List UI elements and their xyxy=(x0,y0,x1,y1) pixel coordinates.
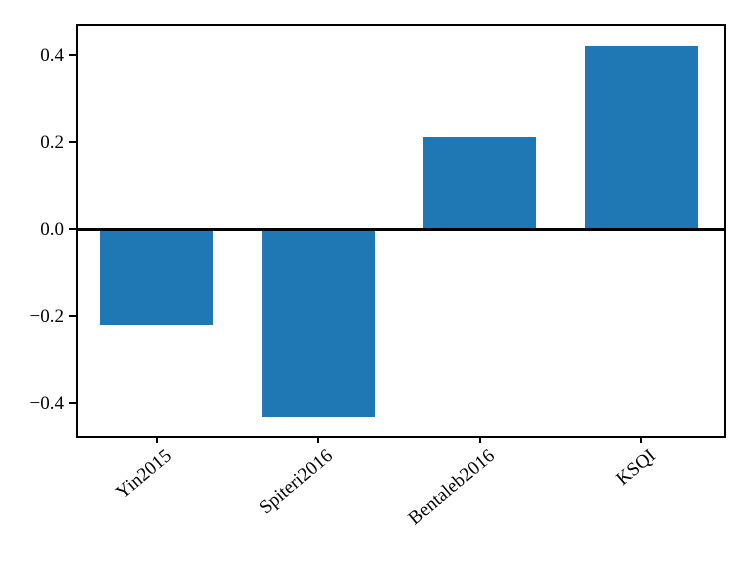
y-tick-mark xyxy=(69,53,76,56)
y-tick-label: 0.0 xyxy=(40,219,64,240)
bar-Bentaleb2016 xyxy=(423,137,537,229)
x-tick-mark xyxy=(640,436,643,443)
x-tick-mark xyxy=(478,436,481,443)
y-tick-label: 0.4 xyxy=(40,44,64,66)
y-tick-label: −0.2 xyxy=(29,306,64,328)
x-tick-label-Spiteri2016: Spiteri2016 xyxy=(255,445,338,519)
y-tick-mark xyxy=(69,140,76,143)
x-tick-label-Bentaleb2016: Bentaleb2016 xyxy=(404,445,499,530)
y-tick-label: 0.2 xyxy=(40,131,64,153)
x-tick-mark xyxy=(317,436,320,443)
zero-baseline xyxy=(76,227,724,231)
x-tick-label-Yin2015: Yin2015 xyxy=(111,445,176,504)
bar-KSQI xyxy=(584,45,698,229)
y-tick-label: −0.4 xyxy=(29,393,64,415)
y-tick-mark xyxy=(69,228,76,230)
bar-Yin2015 xyxy=(100,229,214,325)
x-tick-label-KSQI: KSQI xyxy=(612,445,661,490)
bar-Spiteri2016 xyxy=(261,229,375,417)
y-tick-mark xyxy=(69,315,76,318)
y-tick-mark xyxy=(69,402,76,405)
x-tick-mark xyxy=(155,436,158,443)
